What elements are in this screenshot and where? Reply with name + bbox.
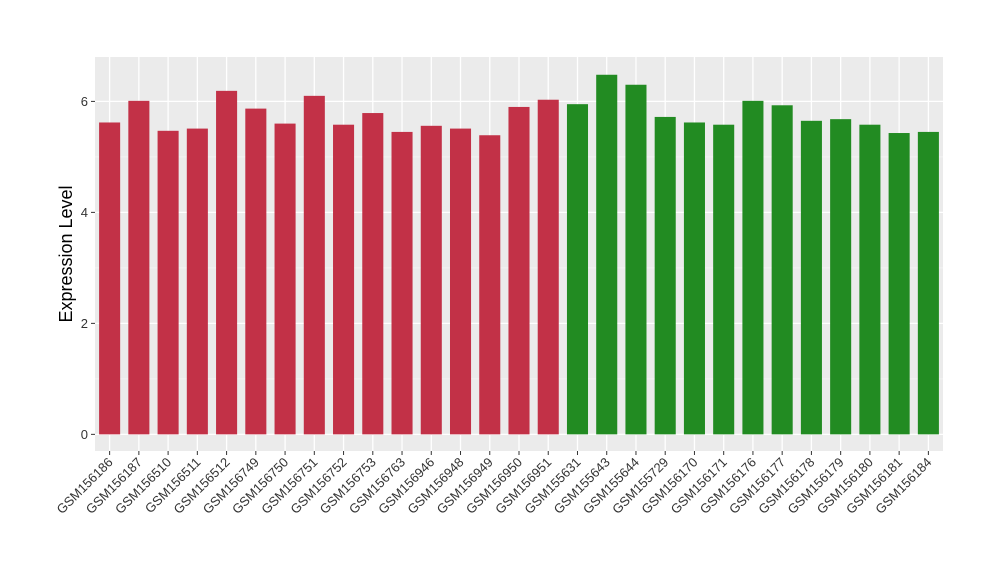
bar-gsm156186 xyxy=(99,122,121,435)
bar-gsm156180 xyxy=(859,124,881,435)
bar-gsm156178 xyxy=(800,120,822,435)
y-axis-title: Expression Level xyxy=(56,185,76,322)
bar-gsm156951 xyxy=(537,99,559,435)
bar-gsm156751 xyxy=(303,95,325,435)
bar-gsm156510 xyxy=(157,130,179,435)
bar-gsm156946 xyxy=(420,125,442,435)
x-axis: GSM156186GSM156187GSM156510GSM156511GSM1… xyxy=(54,451,935,517)
bar-gsm156948 xyxy=(449,128,472,435)
bar-gsm156511 xyxy=(186,128,208,435)
y-tick-label: 6 xyxy=(81,94,88,109)
bar-gsm156512 xyxy=(216,90,238,435)
bar-gsm156753 xyxy=(362,113,384,435)
bar-gsm156187 xyxy=(128,100,150,435)
bar-gsm156171 xyxy=(713,124,735,435)
bar-gsm155631 xyxy=(566,104,589,435)
bars xyxy=(99,74,939,435)
bar-gsm156752 xyxy=(333,124,355,435)
y-tick-label: 2 xyxy=(81,316,88,331)
bar-gsm156750 xyxy=(274,123,296,435)
y-tick-label: 0 xyxy=(81,427,88,442)
bar-gsm156184 xyxy=(917,131,939,435)
y-axis: 0 2 4 6 xyxy=(81,94,95,442)
bar-gsm155644 xyxy=(625,84,647,435)
bar-gsm155729 xyxy=(654,116,676,435)
bar-gsm156176 xyxy=(742,100,764,435)
bar-gsm156177 xyxy=(771,105,793,435)
bar-gsm156950 xyxy=(508,106,530,435)
bar-gsm156170 xyxy=(683,122,705,435)
bar-gsm156949 xyxy=(479,135,501,435)
bar-gsm156763 xyxy=(391,131,413,435)
y-tick-label: 4 xyxy=(81,205,88,220)
bar-gsm156179 xyxy=(830,119,852,435)
bar-gsm156181 xyxy=(888,133,910,435)
bar-gsm155643 xyxy=(596,74,618,435)
bar-gsm156749 xyxy=(245,108,267,435)
